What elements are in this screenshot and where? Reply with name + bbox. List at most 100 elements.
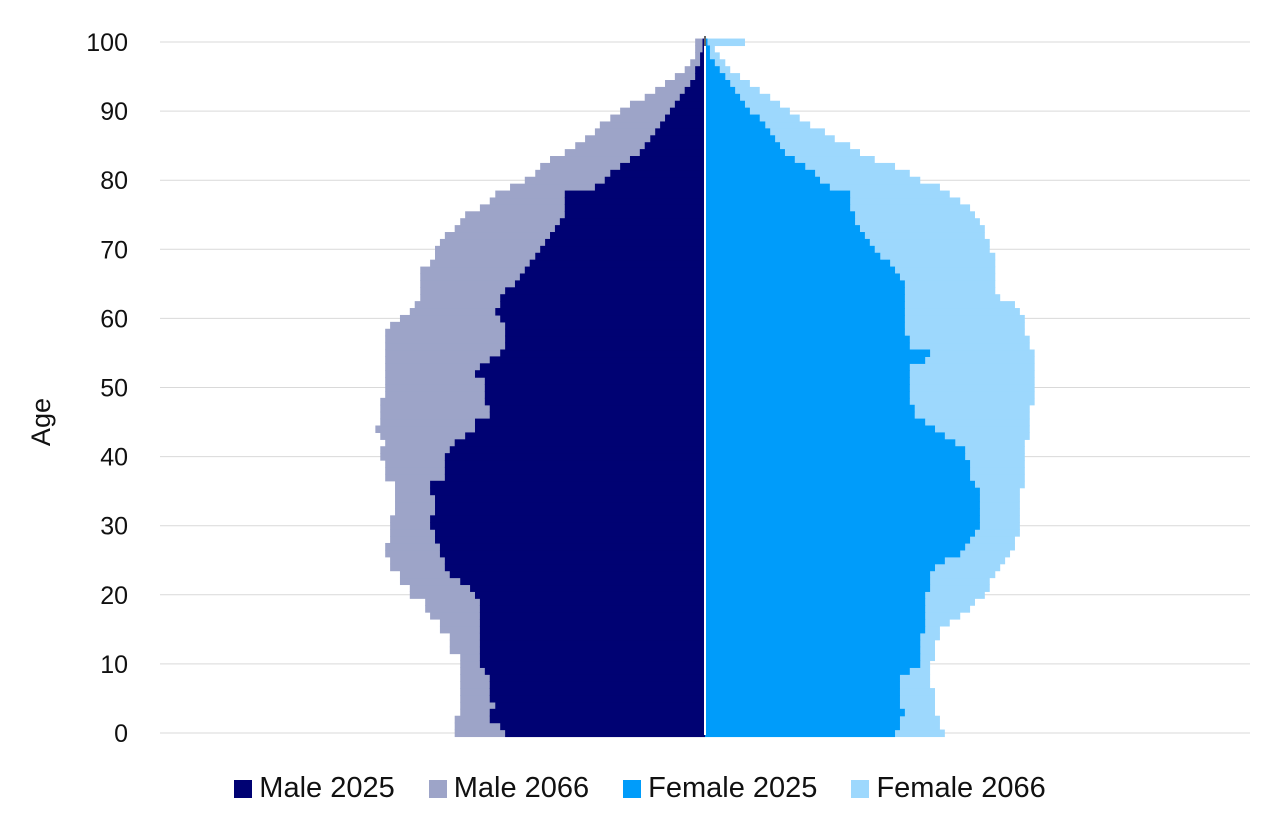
bar-female-2025-age-41	[705, 446, 966, 454]
bar-male-2025-age-67	[524, 266, 705, 275]
bar-female-2025-age-9	[705, 667, 910, 675]
bar-female-2025-age-29	[705, 529, 975, 537]
y-tick-label-60: 60	[100, 305, 128, 333]
bar-male-2066-age-94	[665, 80, 705, 88]
bar-female-2025-age-100	[705, 38, 708, 47]
bar-male-2025-age-38	[444, 466, 705, 475]
bar-male-2025-age-11	[479, 653, 705, 662]
bar-male-2066-age-95	[674, 73, 705, 81]
bar-male-2066-age-85	[575, 142, 705, 150]
legend-label-female-2066: Female 2066	[876, 772, 1046, 804]
bar-female-2025-age-73	[705, 225, 860, 233]
bar-male-2025-age-92	[679, 93, 705, 102]
bar-female-2025-age-60	[705, 314, 905, 323]
bar-female-2025-age-47	[705, 404, 915, 413]
bar-female-2066-age-98	[705, 52, 720, 60]
legend-swatch-male-2025	[234, 779, 253, 798]
bar-female-2025-age-65	[705, 280, 905, 288]
bar-female-2025-age-27	[705, 542, 966, 551]
bar-male-2025-age-23	[449, 570, 705, 579]
bar-male-2025-age-48	[484, 397, 705, 406]
bar-female-2025-age-42	[705, 439, 956, 447]
bar-female-2025-age-83	[705, 156, 795, 164]
bar-male-2025-age-52	[474, 370, 705, 378]
bar-male-2066-age-86	[585, 135, 705, 143]
bar-female-2025-age-58	[705, 328, 905, 337]
bar-female-2025-age-45	[705, 418, 926, 427]
legend-swatch-male-2066	[428, 779, 447, 798]
bar-male-2025-age-80	[604, 176, 705, 185]
bar-male-2025-age-83	[629, 156, 705, 164]
bar-female-2025-age-70	[705, 245, 875, 254]
bar-male-2025-age-86	[650, 135, 705, 143]
bar-female-2025-age-99	[705, 45, 710, 53]
bar-female-2025-age-82	[705, 162, 806, 171]
bar-male-2025-age-84	[639, 149, 705, 157]
bar-male-2025-age-44	[474, 425, 705, 434]
bar-female-2025-age-38	[705, 466, 971, 475]
bar-female-2025-age-4	[705, 701, 900, 710]
bar-female-2025-age-69	[705, 252, 881, 261]
bar-male-2066-age-92	[644, 93, 705, 102]
bar-male-2025-age-45	[474, 418, 705, 427]
series-male-2025	[430, 38, 705, 738]
bar-female-2025-age-80	[705, 176, 821, 185]
bar-male-2025-age-47	[489, 404, 705, 413]
y-tick-label-100: 100	[86, 29, 128, 57]
bar-male-2025-age-91	[674, 100, 705, 109]
bar-female-2025-age-35	[705, 487, 980, 496]
bar-male-2025-age-19	[479, 598, 705, 606]
bar-male-2066-age-100	[695, 38, 705, 47]
y-tick-label-90: 90	[100, 98, 128, 126]
legend-label-male-2025: Male 2025	[259, 772, 395, 804]
bar-male-2025-age-50	[484, 384, 705, 392]
bar-male-2025-age-90	[669, 107, 705, 116]
bar-male-2066-age-96	[684, 66, 705, 74]
bar-male-2025-age-12	[479, 646, 705, 655]
y-tick-label-70: 70	[100, 236, 128, 264]
bar-female-2025-age-64	[705, 287, 905, 295]
y-axis-title: Age	[26, 398, 56, 446]
y-tick-label-80: 80	[100, 167, 128, 195]
bar-male-2025-age-51	[484, 377, 705, 385]
bar-male-2025-age-74	[559, 218, 705, 226]
legend-swatch-female-2066	[851, 779, 870, 798]
bar-male-2025-age-1	[500, 722, 705, 731]
bar-female-2066-age-99	[705, 45, 715, 53]
bar-male-2025-age-34	[435, 494, 705, 503]
bar-female-2025-age-86	[705, 135, 776, 143]
bar-female-2025-age-59	[705, 321, 905, 330]
bar-female-2025-age-28	[705, 536, 971, 544]
bar-female-2025-age-84	[705, 149, 785, 157]
bar-male-2025-age-88	[660, 121, 705, 129]
bar-female-2025-age-85	[705, 142, 781, 150]
bar-male-2025-age-58	[505, 328, 705, 337]
bar-male-2025-age-0	[505, 729, 705, 738]
bar-male-2025-age-29	[435, 529, 705, 537]
bar-female-2025-age-7	[705, 681, 900, 689]
bar-male-2025-age-37	[444, 473, 705, 482]
bar-male-2025-age-10	[479, 660, 705, 668]
bar-female-2025-age-52	[705, 370, 910, 378]
bar-male-2025-age-75	[564, 211, 705, 219]
bar-female-2025-age-78	[705, 190, 851, 199]
bar-female-2025-age-34	[705, 494, 980, 503]
bar-female-2025-age-98	[705, 52, 710, 60]
bar-female-2025-age-88	[705, 121, 766, 129]
bar-female-2025-age-94	[705, 80, 731, 88]
bar-male-2025-age-5	[489, 694, 705, 703]
bar-male-2025-age-54	[489, 356, 705, 364]
bar-male-2025-age-79	[594, 183, 705, 192]
bar-female-2025-age-95	[705, 73, 726, 81]
bar-female-2025-age-79	[705, 183, 830, 192]
bar-male-2025-age-59	[505, 321, 705, 330]
bar-male-2025-age-60	[500, 314, 705, 323]
bar-male-2025-age-78	[564, 190, 705, 199]
bar-male-2025-age-62	[500, 301, 705, 309]
bar-female-2025-age-30	[705, 522, 980, 530]
bar-female-2025-age-43	[705, 432, 945, 440]
bar-male-2066-age-88	[599, 121, 705, 129]
bar-male-2025-age-81	[610, 169, 705, 178]
bar-male-2025-age-82	[620, 162, 705, 171]
